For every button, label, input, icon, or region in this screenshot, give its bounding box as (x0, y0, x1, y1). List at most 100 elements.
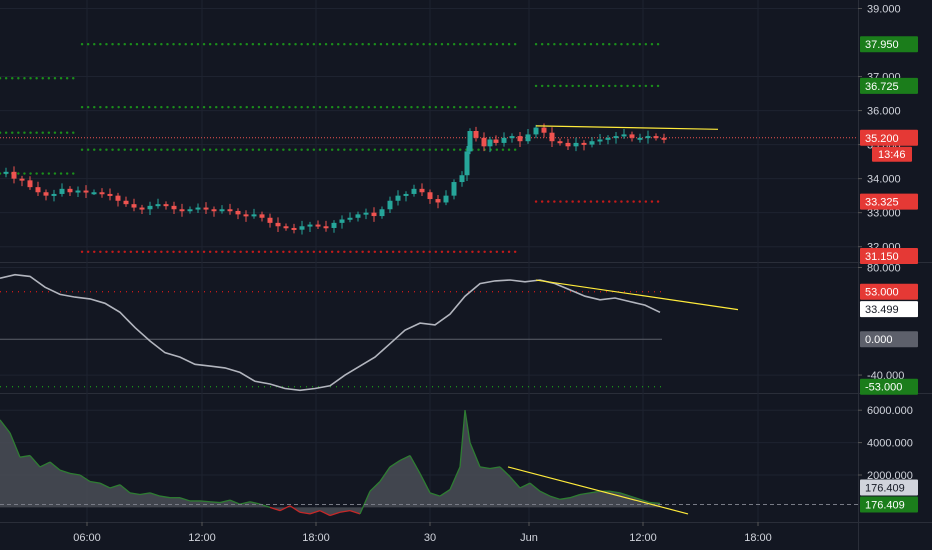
bearish-candle (27, 180, 33, 188)
bullish-candle (355, 214, 361, 218)
bullish-candle (219, 209, 225, 212)
bullish-candle (613, 136, 619, 139)
volume-line-segment (0, 419, 11, 434)
red-level-label: 31.150 (860, 248, 918, 264)
bearish-candle (107, 193, 113, 196)
volume-line-segment (589, 490, 601, 494)
bearish-candle (259, 214, 265, 218)
volume-line-segment (499, 466, 511, 478)
bearish-candle (291, 227, 297, 230)
volume-line-segment (339, 510, 351, 513)
volume-line-segment (469, 442, 481, 468)
bearish-candle (67, 188, 73, 193)
countdown-label-text: 13:46 (878, 149, 906, 161)
bullish-candle (251, 214, 257, 217)
volume-line-segment (109, 484, 121, 489)
price-axis-label: 4000.000 (867, 438, 913, 450)
green-level-label: 36.725 (860, 77, 918, 94)
volume-line-segment (439, 489, 451, 497)
bullish-candle (501, 137, 507, 143)
bullish-candle (467, 131, 473, 152)
volume-line-segment (619, 492, 631, 497)
volume-line-segment (429, 492, 441, 497)
volume-line-segment (509, 476, 521, 489)
bullish-candle (589, 141, 595, 145)
volume-line-segment (449, 466, 461, 490)
red-osc-level-label-text: 53.000 (865, 287, 899, 299)
volume-line-segment (519, 482, 531, 489)
last-price-label: 35.200 (860, 129, 918, 146)
volume-oscillator-pane[interactable] (0, 410, 858, 517)
bullish-candle (621, 134, 627, 137)
gray-osc-level-label: 0.000 (860, 331, 918, 348)
volume-line-segment (399, 454, 411, 462)
bearish-candle (661, 137, 667, 140)
volume-line-segment (79, 474, 91, 483)
volume-line-segment (179, 497, 191, 502)
bearish-candle (653, 136, 659, 139)
red-level-label-text: 33.325 (865, 197, 899, 209)
red-level-label: 33.325 (860, 193, 918, 210)
bullish-candle (443, 195, 449, 203)
oscillator-pane[interactable] (0, 273, 739, 392)
volume-line-segment (529, 482, 541, 492)
axis-labels: 37.950 36.725 33.325 31.150 35.200 13:46 53.00… (860, 36, 918, 513)
bearish-candle (171, 205, 177, 210)
price-pane[interactable] (0, 43, 858, 253)
price-axis-label: 36.000 (867, 106, 901, 118)
volume-line-segment (99, 482, 111, 489)
red-level-label-bg (860, 193, 918, 210)
bullish-candle (645, 136, 651, 139)
volume-line-segment (249, 501, 261, 505)
bearish-candle (243, 214, 249, 217)
green-level-label-text: 36.725 (865, 81, 899, 93)
bullish-candle (459, 175, 465, 183)
bullish-candle (299, 226, 305, 230)
volume-line-segment (309, 510, 321, 515)
volume-line-segment (359, 490, 371, 515)
volume-line-segment (649, 501, 661, 505)
volume-line-segment (479, 466, 491, 470)
bullish-candle (597, 139, 603, 142)
volume-line-segment (459, 410, 466, 467)
bullish-candle (75, 190, 81, 193)
volume-line-segment (369, 481, 381, 492)
bearish-candle (565, 142, 571, 147)
volume-line-segment (129, 492, 141, 496)
bearish-candle (19, 178, 25, 181)
countdown-label-bg (872, 146, 912, 162)
price-axis[interactable]: 39.00037.00036.00035.00034.00033.00032.0… (858, 4, 913, 483)
price-axis-label: 39.000 (867, 4, 901, 16)
bullish-candle (533, 127, 539, 135)
bullish-candle (379, 209, 385, 217)
time-axis-label: Jun (520, 532, 538, 544)
oscillator-current-label-text: 33.499 (865, 304, 899, 316)
time-axis-label: 18:00 (302, 532, 330, 544)
bearish-candle (235, 210, 241, 215)
bearish-candle (517, 136, 523, 142)
bearish-candle (481, 137, 487, 147)
volume-line-segment (19, 454, 31, 458)
volume-current-label-text: 176.409 (865, 483, 905, 495)
volume-line-segment (139, 492, 151, 496)
gray-osc-level-label-bg (860, 331, 918, 348)
bullish-candle (637, 137, 643, 140)
bearish-candle (179, 209, 185, 212)
bullish-candle (91, 192, 97, 195)
volume-line-segment (549, 495, 561, 500)
volume-line-segment (209, 501, 221, 504)
volume-line-segment (629, 495, 641, 500)
time-axis[interactable]: 06:00 12:00 18:00 30 Jun 12:00 18:00 (73, 522, 772, 544)
bullish-candle (605, 137, 611, 140)
bearish-candle (549, 132, 555, 142)
oscillator-current-label-bg (860, 301, 918, 318)
bearish-candle (323, 226, 329, 229)
volume-line-segment (349, 510, 361, 515)
bearish-candle (11, 171, 17, 179)
volume-line-segment (9, 432, 21, 458)
red-osc-level-label-bg (860, 283, 918, 300)
volume-line-segment (59, 469, 71, 475)
volume-line-segment (149, 492, 161, 497)
volume-line-segment (239, 501, 251, 505)
